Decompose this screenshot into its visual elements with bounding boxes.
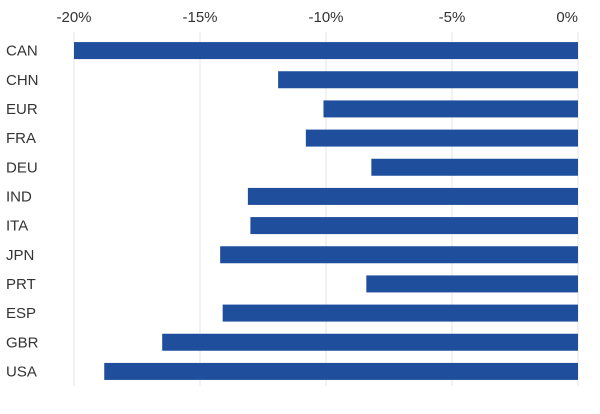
bar-can <box>74 42 578 60</box>
category-label-deu: DEU <box>6 159 38 176</box>
x-tick-label: -20% <box>56 9 91 26</box>
category-label-prt: PRT <box>6 276 36 293</box>
bar-fra <box>305 129 578 147</box>
x-tick-label: 0% <box>556 9 578 26</box>
category-label-gbr: GBR <box>6 334 39 351</box>
x-axis-ticks: -20% -15% -10% -5% 0% <box>56 9 578 26</box>
category-label-jpn: JPN <box>6 247 34 264</box>
bar-eur <box>323 100 578 118</box>
bar-esp <box>222 304 578 322</box>
category-label-eur: EUR <box>6 101 38 118</box>
x-tick-label: -5% <box>439 9 466 26</box>
category-label-fra: FRA <box>6 130 36 147</box>
x-tick-label: -15% <box>182 9 217 26</box>
category-label-esp: ESP <box>6 305 36 322</box>
bar-gbr <box>162 333 578 351</box>
category-label-can: CAN <box>6 43 38 60</box>
bar-prt <box>366 275 578 293</box>
category-label-usa: USA <box>6 363 37 380</box>
bar-ita <box>250 217 578 235</box>
category-label-chn: CHN <box>6 72 39 89</box>
category-label-ind: IND <box>6 188 32 205</box>
category-label-ita: ITA <box>6 218 28 235</box>
bars <box>74 42 579 380</box>
category-labels: CAN CHN EUR FRA DEU IND ITA JPN PRT ESP GBR USA <box>6 43 39 381</box>
bar-jpn <box>220 246 578 264</box>
bar-ind <box>247 187 578 205</box>
gridlines <box>73 32 579 386</box>
bar-usa <box>104 362 579 380</box>
bar-chn <box>278 71 578 89</box>
x-tick-label: -10% <box>308 9 343 26</box>
bar-deu <box>371 158 578 176</box>
